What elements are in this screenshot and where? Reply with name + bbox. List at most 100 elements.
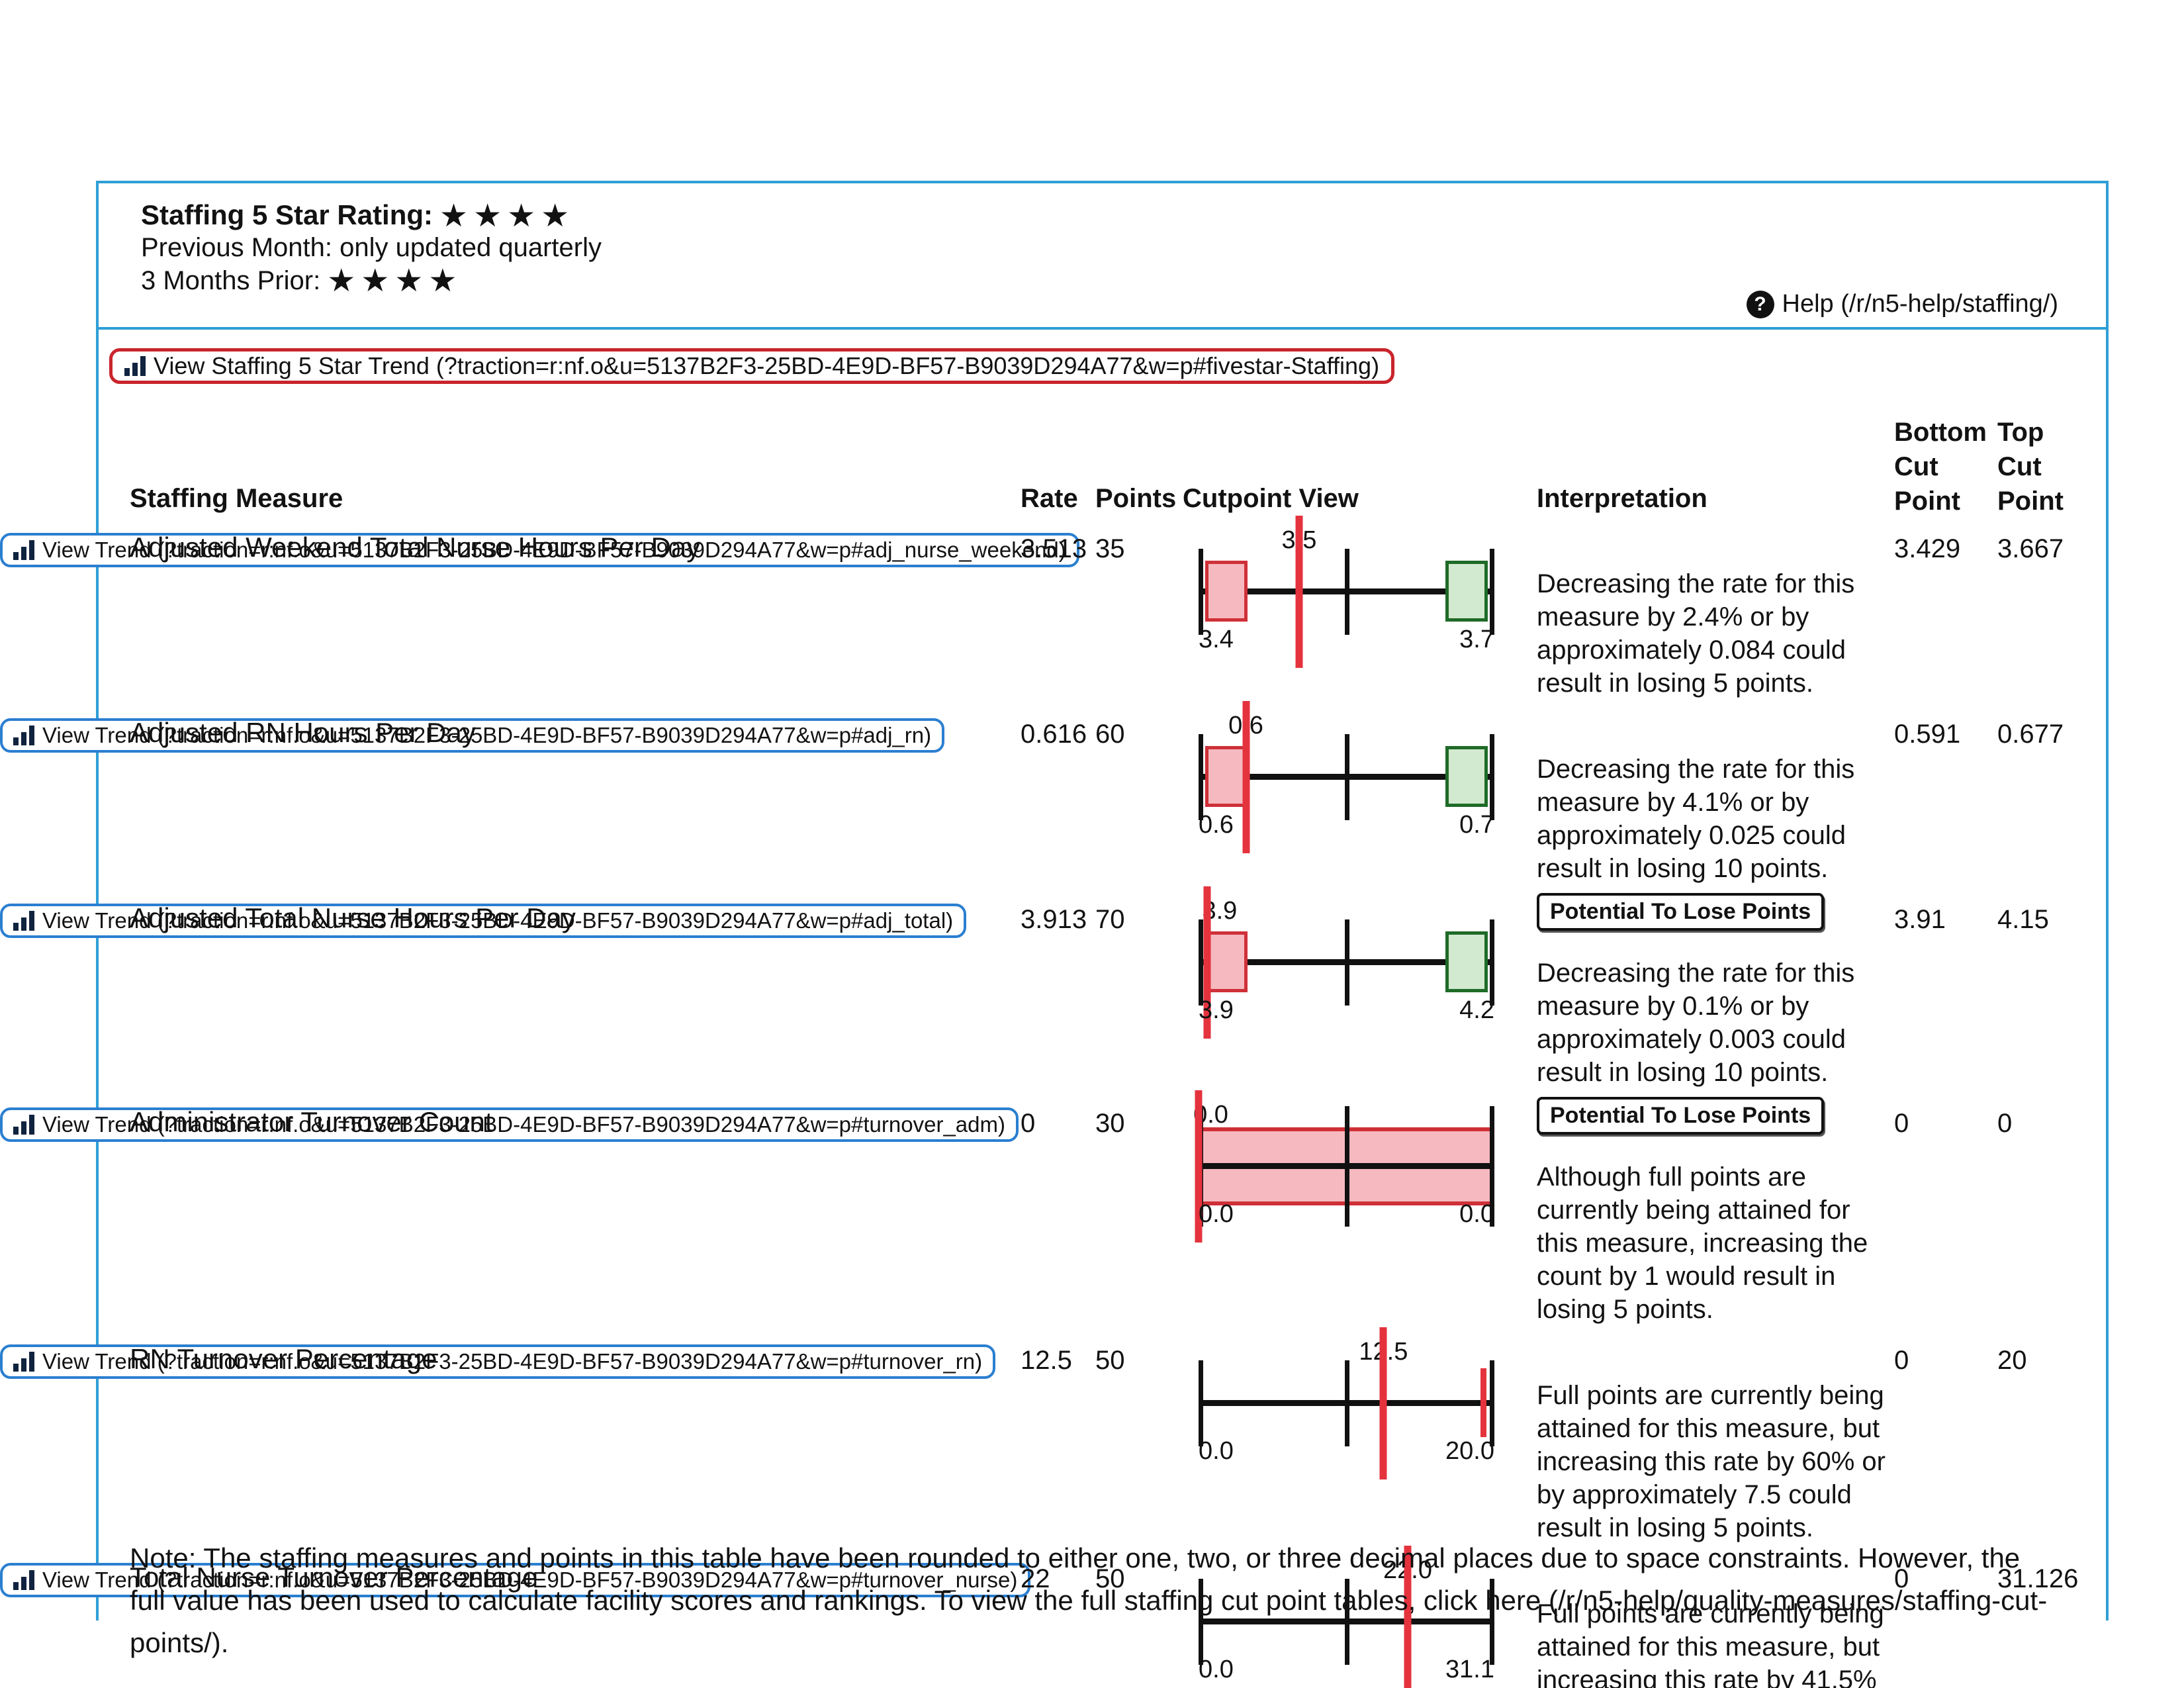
- measure-name: RN Turnover Percentage: [130, 1343, 437, 1374]
- points-value: 50: [1095, 1564, 1125, 1593]
- bottom-cut-value: 3.91: [1894, 905, 1946, 934]
- view-trend-button[interactable]: View Trend (?traction=r:nf.o&u=5137B2F3-…: [0, 904, 967, 938]
- axis-max-label: 31.1: [1445, 1656, 1494, 1683]
- table-row: Adjusted RN Hours Per Day View Trend (?t…: [0, 701, 2184, 885]
- axis-tick: [1344, 919, 1349, 1006]
- axis-min-label: 0.0: [1199, 1437, 1234, 1465]
- axis-tick: [1199, 549, 1203, 635]
- points-value: 35: [1095, 534, 1125, 563]
- column-header-bottom-cut-point: Bottom Cut Point: [1894, 418, 1987, 516]
- column-header-rate: Rate: [1021, 484, 1078, 513]
- axis-tick: [1344, 1360, 1349, 1446]
- points-value: 30: [1095, 1109, 1125, 1138]
- rate-value: 12.5: [1021, 1346, 1072, 1375]
- top-cut-value: 3.667: [1997, 534, 2064, 563]
- rate-value: 3.913: [1021, 905, 1087, 934]
- interpretation-text: Full points are currently being attained…: [1537, 1381, 1886, 1542]
- bar-chart-icon: [13, 1352, 34, 1372]
- high-green-zone-box: [1445, 746, 1488, 807]
- column-header-measure: Staffing Measure: [130, 484, 343, 513]
- potential-lose-badge: Potential To Lose Points: [1537, 1097, 1825, 1135]
- bottom-cut-value: 0: [1894, 1564, 1909, 1593]
- low-red-zone-box: [1205, 561, 1248, 622]
- interpretation-text: Decreasing the rate for this measure by …: [1537, 959, 1855, 1087]
- column-header-cutpoint-view: Cutpoint View: [1183, 484, 1359, 513]
- axis-max-label: 3.7: [1459, 626, 1494, 653]
- view-trend-label: View Trend (?traction=r:nf.o&u=5137B2F3-…: [42, 538, 1066, 562]
- axis-max-label: 20.0: [1445, 1437, 1494, 1465]
- right-red-zone-sliver: [1480, 1368, 1486, 1437]
- bottom-cut-value: 0.591: [1894, 720, 1961, 749]
- view-trend-button[interactable]: View Trend (?traction=r:nf.o&u=5137B2F3-…: [0, 533, 1079, 567]
- axis-tick: [1490, 919, 1494, 1006]
- high-green-zone-box: [1445, 931, 1488, 992]
- axis-tick: [1490, 1106, 1494, 1227]
- points-value: 50: [1095, 1346, 1125, 1375]
- months-prior-rating: 3 Months Prior: ★★★★: [141, 262, 462, 299]
- cutpoint-view: 3.5 3.4 3.7: [1199, 516, 1494, 668]
- rate-marker: [1295, 516, 1303, 668]
- view-trend-button[interactable]: View Trend (?traction=r:nf.o&u=5137B2F3-…: [0, 1563, 1031, 1597]
- rating-label: Staffing 5 Star Rating:: [141, 199, 433, 230]
- view-trend-label: View Trend (?traction=r:nf.o&u=5137B2F3-…: [42, 1568, 1018, 1592]
- rate-marker: [1379, 1327, 1387, 1479]
- bottom-cut-value: 0: [1894, 1109, 1909, 1138]
- view-trend-label: View Trend (?traction=r:nf.o&u=5137B2F3-…: [42, 1349, 983, 1374]
- rate-marker: [1242, 701, 1250, 853]
- bar-chart-icon: [124, 356, 146, 376]
- measure-name: Total Nurse Turnover Percentage: [130, 1562, 538, 1593]
- measure-name: Adjusted Weekend Total Nurse Hours Per D…: [130, 532, 701, 563]
- top-cut-value: 0.677: [1997, 720, 2064, 749]
- months-prior-stars: ★★★★: [327, 263, 463, 299]
- view-trend-button[interactable]: View Trend (?traction=r:nf.o&u=5137B2F3-…: [0, 1344, 996, 1379]
- interpretation-text: Decreasing the rate for this measure by …: [1537, 755, 1855, 883]
- axis-max-label: 4.2: [1459, 996, 1494, 1024]
- axis-tick: [1490, 549, 1494, 635]
- column-header-interpretation: Interpretation: [1537, 484, 1707, 513]
- rating-header-panel: [96, 181, 2109, 330]
- staffing-table-panel: [96, 330, 2109, 1620]
- view-trend-label: View Trend (?traction=r:nf.o&u=5137B2F3-…: [42, 1112, 1005, 1137]
- rate-value: 0.616: [1021, 720, 1087, 749]
- table-row: Administrator Turnover Count View Trend …: [0, 1090, 2184, 1326]
- interpretation-text: Full points are currently being attained…: [1537, 1599, 1884, 1688]
- top-cut-value: 4.15: [1997, 905, 2049, 934]
- low-red-zone-box: [1205, 931, 1248, 992]
- column-header-top-cut-point: Top Cut Point: [1997, 418, 2064, 516]
- axis-tick: [1490, 1360, 1494, 1446]
- axis-min-label: 0.0: [1199, 1656, 1234, 1683]
- table-row: Total Nurse Turnover Percentage View Tre…: [0, 1546, 2184, 1688]
- potential-lose-badge: Potential To Lose Points: [1537, 893, 1825, 931]
- axis-tick: [1344, 734, 1349, 820]
- view-trend-button[interactable]: View Trend (?traction=r:nf.o&u=5137B2F3-…: [0, 1107, 1019, 1142]
- bottom-cut-value: 3.429: [1894, 534, 1961, 563]
- bar-chart-icon: [13, 540, 34, 560]
- view-trend-label: View Trend (?traction=r:nf.o&u=5137B2F3-…: [42, 723, 932, 747]
- help-link[interactable]: ? Help (/r/n5-help/staffing/): [1746, 290, 2059, 318]
- five-star-trend-button[interactable]: View Staffing 5 Star Trend (?traction=r:…: [109, 348, 1395, 384]
- cutpoint-view: 22.0 0.0 31.1: [1199, 1546, 1494, 1688]
- axis-max-label: 0.7: [1459, 811, 1494, 839]
- points-value: 60: [1095, 720, 1125, 749]
- bar-chart-icon: [13, 911, 34, 931]
- view-trend-label: View Trend (?traction=r:nf.o&u=5137B2F3-…: [42, 908, 954, 933]
- interpretation-text: Although full points are currently being…: [1537, 1162, 1868, 1324]
- rate-marker: [1203, 886, 1211, 1039]
- question-circle-icon: ?: [1746, 290, 1774, 318]
- axis-tick: [1490, 734, 1494, 820]
- axis-min-label: 0.0: [1199, 1200, 1234, 1228]
- cutpoint-view: 0.0 0.0 0.0: [1193, 1090, 1494, 1243]
- axis-tick: [1344, 1579, 1349, 1665]
- help-link-label: Help (/r/n5-help/staffing/): [1782, 290, 2059, 318]
- axis-tick: [1199, 1579, 1203, 1665]
- previous-month-note: Previous Month: only updated quarterly: [141, 233, 602, 262]
- table-row: Adjusted Weekend Total Nurse Hours Per D…: [0, 516, 2184, 700]
- measure-name: Administrator Turnover Count: [130, 1106, 493, 1137]
- bar-chart-icon: [13, 726, 34, 745]
- table-row: RN Turnover Percentage View Trend (?trac…: [0, 1327, 2184, 1544]
- view-trend-button[interactable]: View Trend (?traction=r:nf.o&u=5137B2F3-…: [0, 718, 945, 753]
- cutpoint-view: 3.9 3.9 4.2: [1199, 886, 1494, 1039]
- rating-stars: ★★★★: [439, 199, 575, 234]
- rate-value: 22: [1021, 1564, 1050, 1593]
- measure-name: Adjusted Total Nurse Hours Per Day: [130, 902, 576, 933]
